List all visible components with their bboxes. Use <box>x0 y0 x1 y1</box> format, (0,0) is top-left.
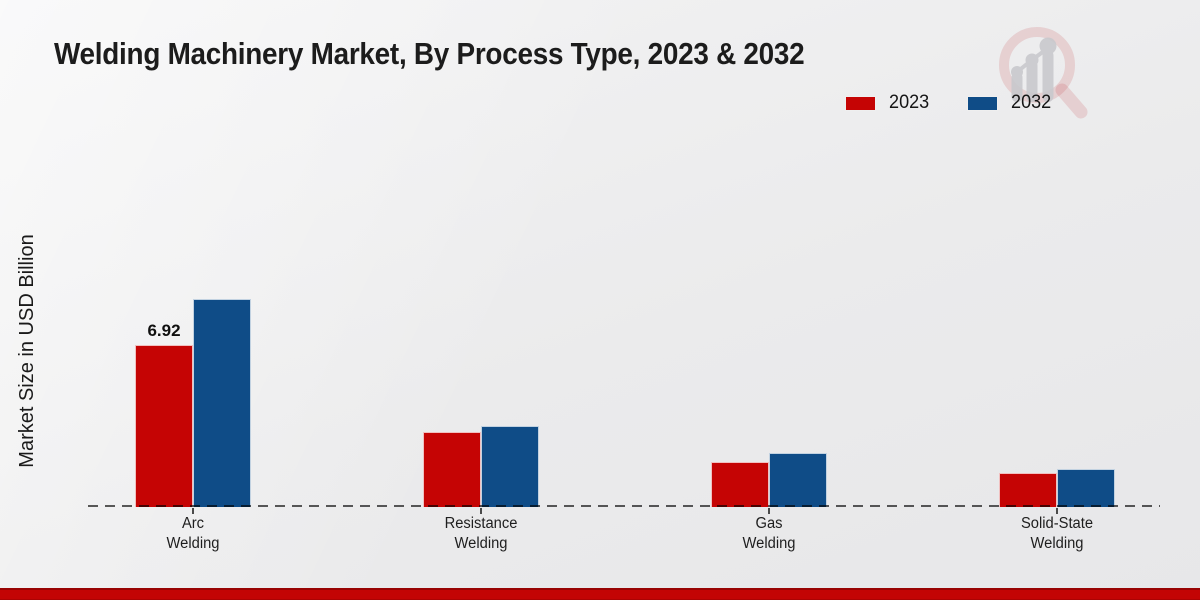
bar-2032-gas-welding <box>769 453 827 507</box>
x-axis-tick <box>1056 508 1058 514</box>
legend-swatch-2032 <box>966 95 998 111</box>
x-axis-baseline <box>88 505 1160 507</box>
category-label-arc-welding: Arc Welding <box>166 515 220 552</box>
bar-2032-solid-state-welding <box>1057 469 1115 507</box>
legend-item-2023: 2023 <box>845 92 930 114</box>
bar-2023-solid-state-welding <box>999 473 1057 507</box>
x-axis-tick <box>768 508 770 514</box>
legend: 2023 2032 <box>845 92 1052 114</box>
bar-2023-arc-welding <box>135 345 193 507</box>
chart-title: Welding Machinery Market, By Process Typ… <box>54 36 805 71</box>
legend-swatch-2023 <box>845 95 877 111</box>
category-label-solid-state-welding: Solid-State Welding <box>1020 515 1094 552</box>
x-axis-tick <box>480 508 482 514</box>
bar-value-label: 6.92 <box>147 321 181 340</box>
x-axis-tick <box>192 508 194 514</box>
magnifier-chart-logo-icon <box>999 27 1088 119</box>
legend-label-2023: 2023 <box>889 92 930 113</box>
bar-2032-arc-welding <box>193 299 251 507</box>
footer-accent-bar <box>0 588 1200 600</box>
legend-item-2032: 2032 <box>966 92 1052 114</box>
y-axis-title: Market Size in USD Billion <box>16 234 38 468</box>
legend-label-2032: 2032 <box>1010 92 1051 113</box>
bar-2023-gas-welding <box>711 462 769 507</box>
category-label-gas-welding: Gas Welding <box>742 515 796 552</box>
bar-2023-resistance-welding <box>423 432 481 507</box>
bar-2032-resistance-welding <box>481 426 539 507</box>
category-label-resistance-welding: Resistance Welding <box>444 515 518 552</box>
